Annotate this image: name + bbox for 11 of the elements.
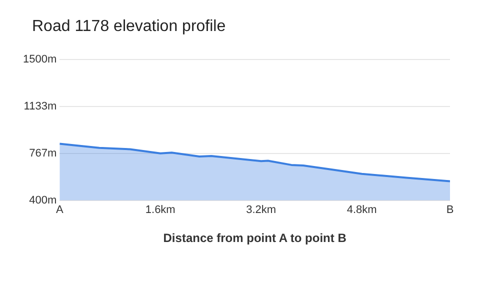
x-tick-label: 1.6km	[145, 204, 176, 216]
x-tick-label: 4.8km	[346, 204, 377, 216]
chart-title: Road 1178 elevation profile	[32, 18, 226, 36]
y-tick-label: 767m	[29, 147, 57, 160]
x-tick-label: A	[56, 204, 64, 216]
x-tick-label: 3.2km	[246, 204, 276, 216]
x-tick-label: B	[446, 204, 454, 216]
x-axis-title: Distance from point A to point B	[163, 231, 347, 246]
y-tick-label: 1133m	[24, 100, 57, 113]
y-tick-label: 1500m	[22, 54, 57, 66]
y-tick-label: 400m	[29, 194, 57, 206]
